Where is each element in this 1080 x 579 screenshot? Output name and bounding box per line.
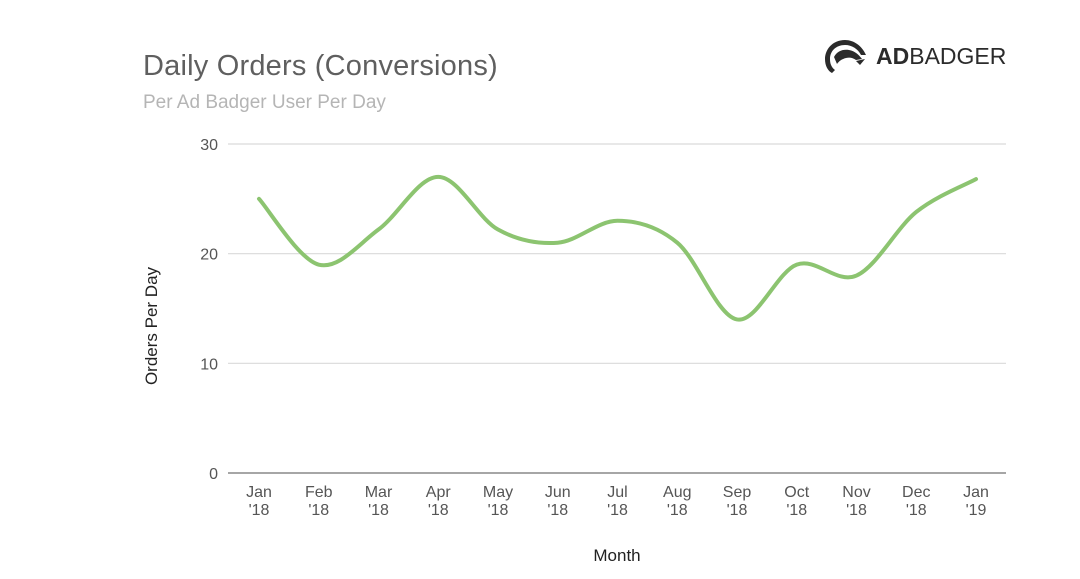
x-tick-label: Jan '18 — [246, 484, 272, 519]
x-tick-label: Nov '18 — [842, 484, 870, 519]
y-tick-label: 0 — [209, 466, 218, 483]
series-line — [257, 174, 978, 322]
y-tick-label: 10 — [200, 356, 218, 373]
chart-subtitle: Per Ad Badger User Per Day — [143, 92, 386, 113]
x-tick-label: Apr '18 — [426, 484, 452, 519]
x-tick-label: Jun '18 — [545, 484, 571, 519]
x-tick-labels: Jan '18 Feb '18 Mar '18 Apr '18 May '18 Jun '18 Jul '… — [246, 484, 989, 519]
badger-head-icon — [825, 40, 866, 73]
grid-lines — [228, 143, 1006, 474]
logo-text-light: BADGER — [909, 42, 1007, 69]
y-tick-labels: 0 10 20 30 — [200, 137, 218, 483]
x-tick-label: Jul '18 — [607, 484, 628, 519]
logo-wordmark: ADBADGER — [876, 43, 1006, 70]
x-tick-label: Jan '19 — [963, 484, 989, 519]
x-tick-label: Dec '18 — [902, 484, 930, 519]
x-tick-label: Sep '18 — [723, 484, 752, 519]
y-axis-title: Orders Per Day — [142, 266, 161, 385]
chart-title: Daily Orders (Conversions) — [143, 50, 498, 82]
logo-text-bold: AD — [876, 42, 910, 69]
x-tick-label: Aug '18 — [663, 484, 691, 519]
series-group — [257, 174, 978, 322]
x-tick-label: May '18 — [483, 484, 513, 519]
adbadger-logo: ADBADGER — [822, 36, 1006, 76]
x-tick-label: Feb '18 — [305, 484, 333, 519]
x-tick-label: Mar '18 — [365, 484, 393, 519]
y-tick-label: 20 — [200, 247, 218, 264]
x-axis-title: Month — [593, 546, 640, 565]
y-tick-label: 30 — [200, 137, 218, 154]
x-tick-label: Oct '18 — [784, 484, 809, 519]
